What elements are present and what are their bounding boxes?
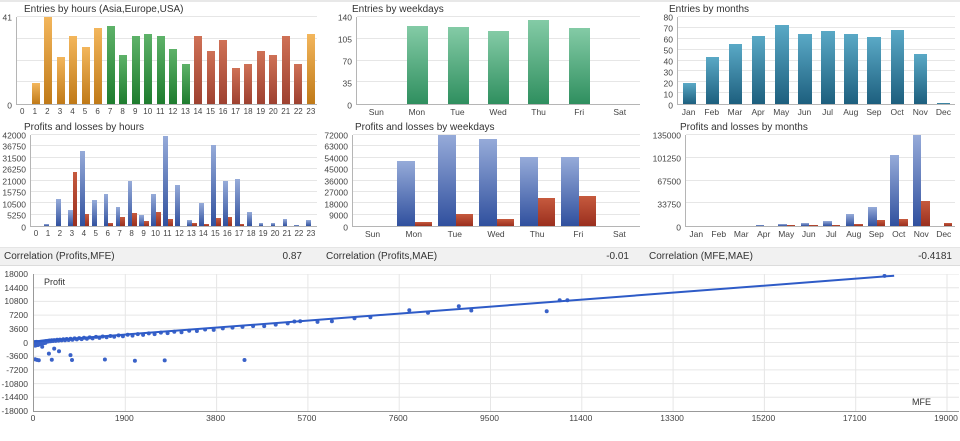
y-axis: 0 33750 67500 101250 135000 [652,129,681,232]
plot-area [677,16,955,105]
panel-pl-by-months: Profits and losses by months 0 33750 67500… [645,117,960,239]
scatter-profit-vs-mfe: -18000 -14400 -10800 -7200 -3600 0 3600 7200 108… [0,268,960,426]
correlation-strip: Correlation (Profits,MFE) 0.87 Correlati… [0,247,960,266]
profit-loss-charts-row: Profits and losses by hours 0 5250 10500 15… [0,117,960,239]
correlation-profits-mfe: Correlation (Profits,MFE) 0.87 [0,251,322,262]
plot-area [352,134,640,227]
panel-pl-by-weekdays: Profits and losses by weekdays 0 9000 1800… [322,117,645,239]
panel-pl-by-hours: Profits and losses by hours 0 5250 10500 15… [0,117,322,239]
scatter-y-axis: -18000 -14400 -10800 -7200 -3600 0 3600 7200 108… [1,268,28,416]
correlation-value: 0.87 [282,251,302,262]
y-axis: 0 35 70 105 140 [337,11,352,110]
plot-area [30,134,317,227]
y-axis: 0 5250 10500 15750 21000 26250 31500 36750 42000 [2,129,26,232]
chart-title: Profits and losses by weekdays [355,122,495,133]
correlation-profits-mae: Correlation (Profits,MAE) -0.01 [322,251,645,262]
correlation-label: Correlation (Profits,MFE) [4,251,115,262]
chart-title: Profits and losses by months [680,122,808,133]
x-axis-labels: Jan Feb Mar Apr May Jun Jul Aug Sep Oct Nov Dec [681,107,952,117]
plot-area [16,16,317,105]
chart-title: Profits and losses by hours [24,122,145,133]
x-axis-labels: Sun Mon Tue Wed Thu Fri Sat [365,229,626,239]
y-axis-title: Profit [44,277,66,287]
correlation-value: -0.01 [606,251,629,262]
chart-title: Entries by months [669,4,750,15]
x-axis-labels: 0 1 2 3 4 5 6 7 8 9 10 11 12 13 14 15 16 17 18 19 20 21 22 23 [33,229,316,238]
x-axis-labels: Sun Mon Tue Wed Thu Fri Sat [368,107,627,117]
panel-entries-by-months: Entries by months 0 10 20 30 40 50 60 70 80 Jan F… [645,2,960,117]
correlation-label: Correlation (Profits,MAE) [326,251,438,262]
plot-area [356,16,640,105]
plot-area [685,134,955,227]
scatter-x-axis-labels: 0 1900 3800 5700 7600 9500 11400 13300 15200 1710… [30,413,958,423]
correlation-label: Correlation (MFE,MAE) [649,251,753,262]
panel-entries-by-hours: Entries by hours (Asia,Europe,USA) 0 41 0… [0,2,322,117]
chart-title: Entries by weekdays [352,4,444,15]
scatter-plot-area: Profit MFE [33,274,959,412]
y-axis: 0 41 [2,11,12,110]
correlation-mfe-mae: Correlation (MFE,MAE) -0.4181 [645,251,960,262]
x-axis-title: MFE [912,397,931,407]
entries-charts-row: Entries by hours (Asia,Europe,USA) 0 41 0… [0,2,960,117]
x-axis-labels: Jan Feb Mar Apr May Jun Jul Aug Sep Oct Nov Dec [689,229,952,239]
chart-title: Entries by hours (Asia,Europe,USA) [24,4,184,15]
panel-entries-by-weekdays: Entries by weekdays 0 35 70 105 140 Sun Mon Tu… [322,2,645,117]
y-axis: 0 10 20 30 40 50 60 70 80 [663,11,673,110]
y-axis: 0 9000 18000 27000 36000 45000 54000 63000 72000 [324,129,348,232]
x-axis-labels: 0 1 2 3 4 5 6 7 8 9 10 11 12 13 14 15 16 17 18 19 20 21 22 23 [20,107,316,116]
correlation-value: -0.4181 [918,251,952,262]
